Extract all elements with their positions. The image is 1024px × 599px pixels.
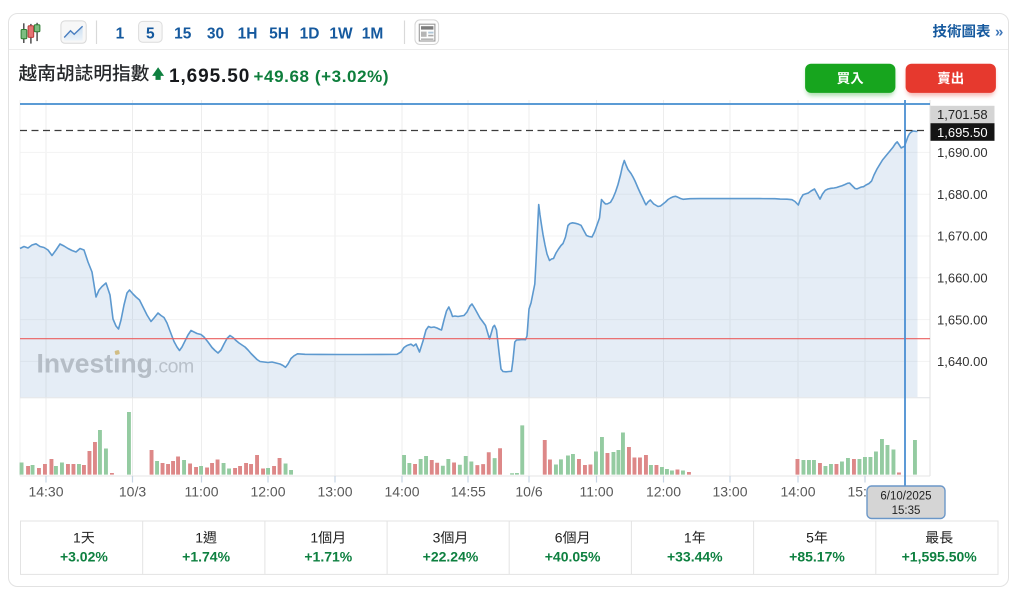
svg-text:1M: 1M <box>362 25 384 42</box>
svg-text:1W: 1W <box>329 25 353 42</box>
svg-text:+49.68 (+3.02%): +49.68 (+3.02%) <box>254 67 390 86</box>
svg-text:+3.02%: +3.02% <box>60 549 108 565</box>
svg-text:12:00: 12:00 <box>646 483 681 499</box>
svg-text:1,695.50: 1,695.50 <box>169 66 250 87</box>
svg-text:1,695.50: 1,695.50 <box>937 125 988 140</box>
svg-text:1D: 1D <box>300 25 320 42</box>
svg-text:+85.17%: +85.17% <box>789 549 845 565</box>
svg-text:+40.05%: +40.05% <box>545 549 601 565</box>
svg-text:1: 1 <box>195 530 203 546</box>
svg-text:14:55: 14:55 <box>451 483 486 499</box>
svg-text:1,660.00: 1,660.00 <box>937 271 988 286</box>
svg-text:+22.24%: +22.24% <box>423 549 479 565</box>
svg-text:15: 15 <box>174 25 192 42</box>
svg-text:+33.44%: +33.44% <box>667 549 723 565</box>
svg-text:6/10/2025: 6/10/2025 <box>880 490 931 502</box>
svg-text:.com: .com <box>154 355 194 377</box>
svg-text:15:35: 15:35 <box>892 505 921 517</box>
svg-text:1,670.00: 1,670.00 <box>937 229 988 244</box>
svg-text:1,690.00: 1,690.00 <box>937 145 988 160</box>
svg-text:1,701.58: 1,701.58 <box>937 107 988 122</box>
svg-text:10/6: 10/6 <box>515 483 542 499</box>
svg-text:1,640.00: 1,640.00 <box>937 354 988 369</box>
svg-text:Investıng: Investıng <box>37 348 153 378</box>
svg-text:11:00: 11:00 <box>580 483 614 499</box>
svg-text:13:00: 13:00 <box>712 483 747 499</box>
svg-text:+1.71%: +1.71% <box>304 549 352 565</box>
svg-text:3: 3 <box>433 530 441 546</box>
svg-text:12:00: 12:00 <box>250 483 285 499</box>
svg-text:1: 1 <box>310 530 318 546</box>
svg-text:1,650.00: 1,650.00 <box>937 312 988 327</box>
svg-text:+1,595.50%: +1,595.50% <box>902 549 978 565</box>
svg-text:1,680.00: 1,680.00 <box>937 187 988 202</box>
svg-text:1: 1 <box>73 530 81 546</box>
svg-text:30: 30 <box>207 25 224 42</box>
svg-text:5: 5 <box>146 25 155 42</box>
svg-text:+1.74%: +1.74% <box>182 549 230 565</box>
svg-text:10/3: 10/3 <box>119 483 146 499</box>
svg-text:11:00: 11:00 <box>185 483 219 499</box>
svg-text:5: 5 <box>806 530 814 546</box>
svg-text:5H: 5H <box>269 25 289 42</box>
svg-text:1: 1 <box>684 530 692 546</box>
svg-text:1H: 1H <box>238 25 258 42</box>
svg-text:6: 6 <box>555 530 563 546</box>
svg-text:1: 1 <box>116 25 125 42</box>
svg-text:14:30: 14:30 <box>28 483 63 499</box>
svg-text:13:00: 13:00 <box>317 483 352 499</box>
svg-text:14:00: 14:00 <box>780 483 815 499</box>
svg-text:»: » <box>995 24 1003 41</box>
svg-text:14:00: 14:00 <box>384 483 419 499</box>
